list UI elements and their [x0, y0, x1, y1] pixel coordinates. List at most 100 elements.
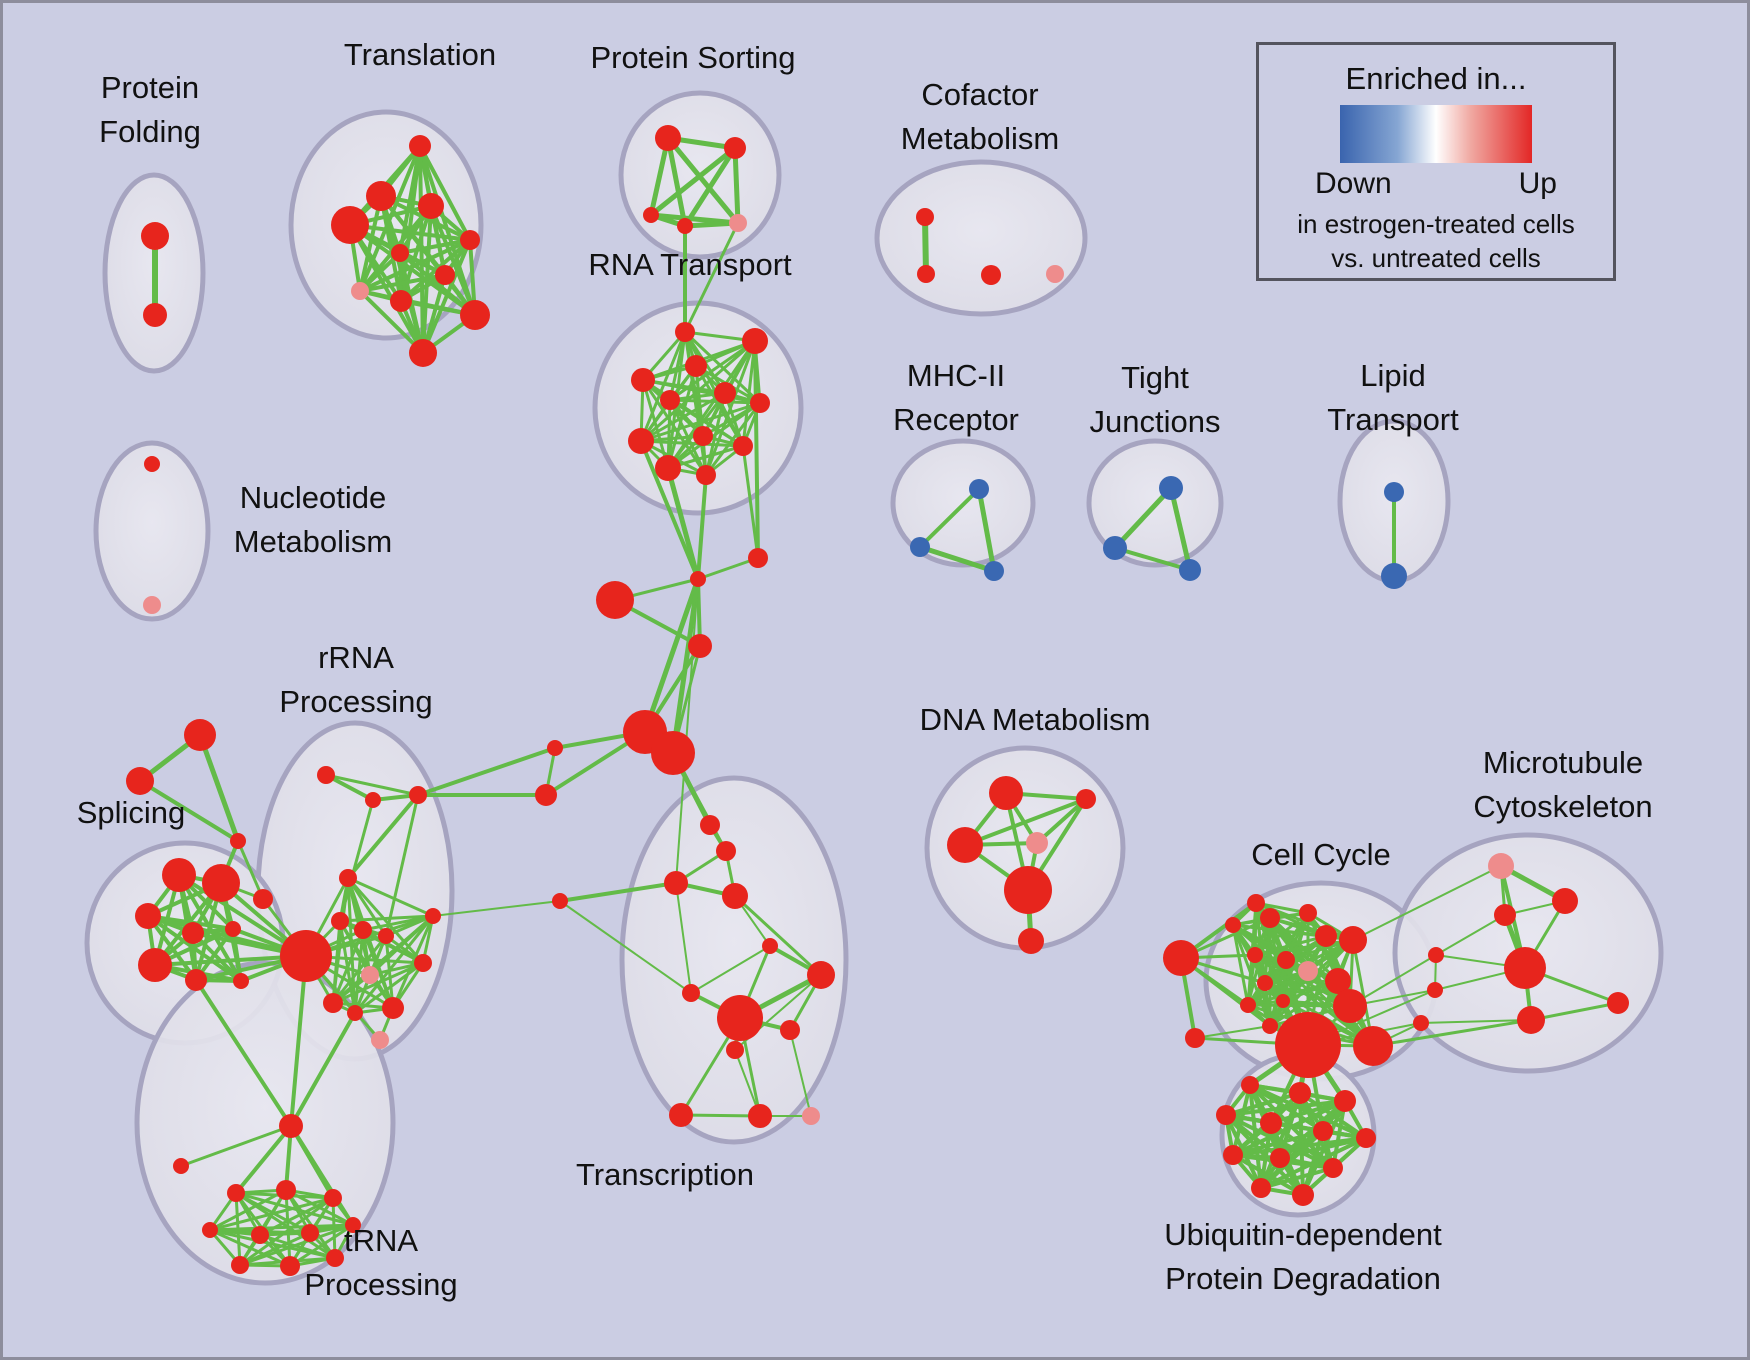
network-node-cm4: [1046, 265, 1064, 283]
network-edge: [665, 465, 701, 582]
network-node-ub8: [1223, 1145, 1243, 1165]
network-edge: [917, 544, 997, 574]
cluster-label-cofactor-metabolism: Cofactor Metabolism: [901, 77, 1060, 156]
network-node-cc13: [1240, 997, 1256, 1013]
network-node-tx6: [807, 961, 835, 989]
network-node-cc10: [1298, 961, 1318, 981]
network-node-dm1: [989, 776, 1023, 810]
network-node-nm2: [143, 596, 161, 614]
network-node-tj3: [1179, 559, 1201, 581]
network-edge: [346, 793, 420, 880]
clique-edge-cell-cycle: [1231, 923, 1250, 1007]
network-node-rt11: [655, 455, 681, 481]
legend: Enriched in... Down Up in estrogen-treat…: [1256, 42, 1616, 281]
network-node-cc5: [1299, 904, 1317, 922]
network-node-tn7: [251, 1226, 269, 1244]
network-node-ps1: [655, 125, 681, 151]
network-node-pf1: [141, 222, 169, 250]
network-node-s1: [547, 740, 563, 756]
clique-edge-protein-sorting: [665, 135, 688, 229]
clique-edge-rrna-processing: [346, 876, 425, 965]
cluster-label-tight-junctions: Tight Junctions: [1090, 360, 1221, 439]
network-node-mh1: [969, 479, 989, 499]
network-node-tr6: [391, 244, 409, 262]
network-edge: [696, 473, 708, 581]
network-node-pf2: [143, 303, 167, 327]
network-node-dm2: [1076, 789, 1096, 809]
clique-edge-rrna-processing: [346, 876, 435, 918]
network-node-rt7: [750, 393, 770, 413]
network-edge: [675, 882, 692, 994]
clique-edge-ubiquitin-degradation: [1231, 1129, 1325, 1157]
network-node-cm3: [981, 265, 1001, 285]
network-node-tr3: [331, 206, 369, 244]
network-node-rr3: [409, 786, 427, 804]
network-node-lt1: [1384, 482, 1404, 502]
network-node-spt1: [184, 719, 216, 751]
network-node-mh3: [984, 561, 1004, 581]
clique-edge-protein-sorting: [682, 145, 738, 229]
clique-edge-rna-transport: [668, 398, 745, 448]
network-edge: [1194, 1025, 1271, 1039]
network-node-sp1: [162, 858, 196, 892]
clique-edge-translation: [358, 289, 425, 355]
network-node-cc2: [1185, 1028, 1205, 1048]
network-node-s2: [535, 784, 557, 806]
network-node-ub7: [1356, 1128, 1376, 1148]
clique-edge-trna-processing: [208, 1223, 355, 1232]
network-node-mt7: [1517, 1006, 1545, 1034]
network-node-tn3: [227, 1184, 245, 1202]
network-edge: [1112, 485, 1174, 551]
network-node-cc4: [1260, 908, 1280, 928]
network-edge: [236, 839, 265, 901]
network-node-rr15: [425, 908, 441, 924]
clique-edge-translation: [418, 144, 472, 242]
network-node-rr9: [361, 966, 379, 984]
clique-edge-rna-transport: [683, 330, 762, 405]
network-edge: [1352, 865, 1502, 941]
cluster-label-splicing: Splicing: [77, 795, 186, 830]
network-node-ps2: [724, 137, 746, 159]
network-node-cc18: [1275, 1012, 1341, 1078]
network-edge: [194, 978, 293, 1128]
network-edge: [1168, 485, 1193, 573]
network-node-tn12: [326, 1249, 344, 1267]
clique-edge-translation: [421, 238, 472, 355]
network-node-tr4: [418, 193, 444, 219]
network-node-sp5: [225, 921, 241, 937]
network-node-rr2: [365, 792, 381, 808]
network-edge: [289, 954, 308, 1128]
network-node-ub11: [1251, 1178, 1271, 1198]
cluster-label-microtubule-cytoskeleton: Microtubule Cytoskeleton: [1473, 745, 1652, 824]
clique-edge-trna-processing: [208, 1188, 288, 1232]
network-node-cc8: [1247, 947, 1263, 963]
network-node-tn8: [301, 1224, 319, 1242]
network-node-sp6: [138, 948, 172, 982]
clique-edge-cell-cycle: [1231, 923, 1375, 1048]
network-canvas: Protein Folding Translation Protein Sorting…: [77, 37, 1664, 1302]
network-node-s3: [552, 893, 568, 909]
network-node-tx4: [722, 883, 748, 909]
cluster-bubble-transcription: [619, 775, 849, 1145]
network-node-tx8: [717, 995, 763, 1041]
network-node-ub6: [1313, 1121, 1333, 1141]
network-node-cc6: [1315, 925, 1337, 947]
network-node-ub9: [1270, 1148, 1290, 1168]
network-node-rt5: [660, 390, 680, 410]
clique-edge-translation: [358, 251, 402, 293]
network-node-sp3: [135, 903, 161, 929]
network-node-sp8: [233, 973, 249, 989]
network-node-rt2: [742, 328, 768, 354]
clique-edge-protein-sorting: [648, 145, 738, 218]
network-node-rt12: [696, 465, 716, 485]
network-edge: [683, 221, 740, 334]
cluster-bubble-cofactor-metabolism: [874, 159, 1088, 317]
network-node-mt5: [1428, 947, 1444, 963]
network-node-tx10: [726, 1041, 744, 1059]
cluster-label-trna-processing: tRNA Processing: [304, 1223, 457, 1302]
network-node-rt8: [628, 428, 654, 454]
clique-edge-translation: [358, 273, 447, 293]
clique-edge-dna-metabolism: [963, 797, 1088, 847]
clique-edge-rrna-processing: [331, 914, 435, 1005]
clique-edge-rna-transport: [641, 378, 762, 405]
